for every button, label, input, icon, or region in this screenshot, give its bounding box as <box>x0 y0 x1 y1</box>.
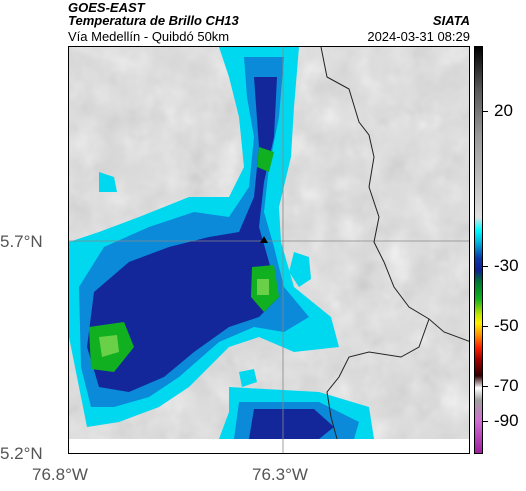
route-label: Vía Medellín - Quibdó 50km <box>68 29 230 44</box>
location-marker-icon <box>260 236 268 243</box>
y-axis-label-5-7: 5.7°N <box>0 232 43 251</box>
colorbar-label-minus-90: -90 <box>494 411 519 430</box>
x-axis-label-76-8: 76.8°W <box>32 465 88 484</box>
map-canvas <box>69 47 469 453</box>
colorbar-label-20: 20 <box>494 101 513 120</box>
timestamp: 2024-03-31 08:29 <box>367 29 470 44</box>
organization-label: SIATA <box>432 13 470 28</box>
colorbar-tick <box>483 421 488 422</box>
satellite-map <box>68 46 470 454</box>
colorbar-label-minus-30: -30 <box>494 256 519 275</box>
bottom-blank-strip <box>69 439 469 453</box>
x-axis-label-76-3: 76.3°W <box>252 465 308 484</box>
coldest-core-lightgreen <box>99 279 269 357</box>
colorbar-tick <box>483 111 488 112</box>
satellite-source: GOES-EAST <box>68 0 145 15</box>
department-border <box>320 47 469 342</box>
colorbar-tick <box>483 266 488 267</box>
colorbar-tick <box>483 326 488 327</box>
colorbar <box>474 46 483 454</box>
colorbar-tick <box>483 386 488 387</box>
cold-cloud-darkblue <box>87 77 334 439</box>
y-axis-label-5-2: 5.2°N <box>0 444 43 463</box>
colorbar-label-minus-70: -70 <box>494 376 519 395</box>
department-border-south <box>326 318 430 440</box>
colorbar-label-minus-50: -50 <box>494 316 519 335</box>
product-title: Temperatura de Brillo CH13 <box>68 13 239 28</box>
